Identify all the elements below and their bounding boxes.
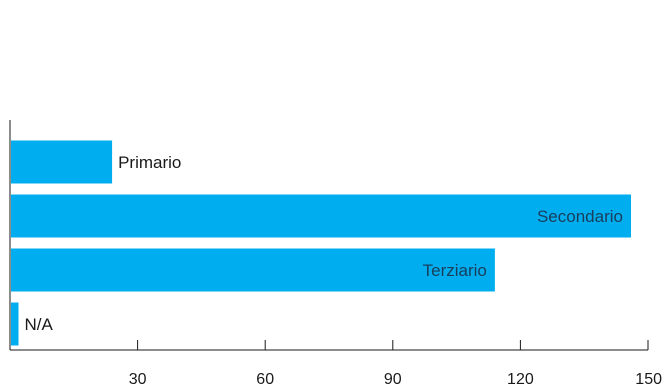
bar-label: Secondario xyxy=(537,207,623,226)
x-tick-label: 90 xyxy=(384,371,402,387)
bar-label: Primario xyxy=(118,153,181,172)
bar-primario xyxy=(11,140,113,184)
bar-label: N/A xyxy=(25,315,54,334)
x-ticks-group: 30 60 90 120 150 xyxy=(129,340,662,387)
x-tick-label: 120 xyxy=(507,371,534,387)
bar-n-a xyxy=(11,302,19,346)
bar-terziario xyxy=(11,248,495,292)
x-tick-label: 150 xyxy=(635,371,662,387)
bars-group: Primario Secondario Terziario N/A xyxy=(11,140,631,346)
bar-secondario xyxy=(11,194,631,238)
x-tick-label: 60 xyxy=(256,371,274,387)
bar-label: Terziario xyxy=(423,261,487,280)
x-tick-label: 30 xyxy=(129,371,147,387)
